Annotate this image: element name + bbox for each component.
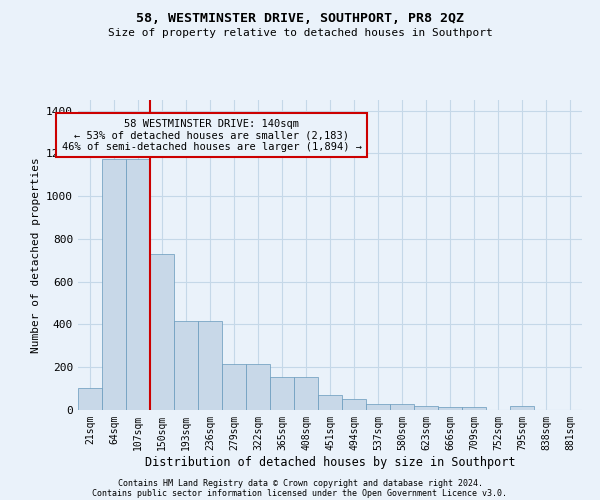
Bar xyxy=(414,406,438,410)
Bar xyxy=(462,407,486,410)
Bar xyxy=(150,254,174,410)
Bar xyxy=(438,407,462,410)
X-axis label: Distribution of detached houses by size in Southport: Distribution of detached houses by size … xyxy=(145,456,515,468)
Bar xyxy=(294,377,318,410)
Bar xyxy=(222,364,246,410)
Text: Contains public sector information licensed under the Open Government Licence v3: Contains public sector information licen… xyxy=(92,488,508,498)
Bar xyxy=(126,159,150,410)
Bar xyxy=(510,406,534,410)
Bar xyxy=(366,404,390,410)
Bar xyxy=(246,364,270,410)
Bar xyxy=(198,322,222,410)
Bar xyxy=(390,404,414,410)
Bar xyxy=(318,395,342,410)
Bar xyxy=(102,159,126,410)
Bar xyxy=(78,388,102,410)
Text: 58, WESTMINSTER DRIVE, SOUTHPORT, PR8 2QZ: 58, WESTMINSTER DRIVE, SOUTHPORT, PR8 2Q… xyxy=(136,12,464,26)
Bar xyxy=(174,322,198,410)
Bar xyxy=(342,400,366,410)
Text: Contains HM Land Registry data © Crown copyright and database right 2024.: Contains HM Land Registry data © Crown c… xyxy=(118,478,482,488)
Bar xyxy=(270,377,294,410)
Y-axis label: Number of detached properties: Number of detached properties xyxy=(31,157,41,353)
Text: 58 WESTMINSTER DRIVE: 140sqm
← 53% of detached houses are smaller (2,183)
46% of: 58 WESTMINSTER DRIVE: 140sqm ← 53% of de… xyxy=(62,118,362,152)
Text: Size of property relative to detached houses in Southport: Size of property relative to detached ho… xyxy=(107,28,493,38)
